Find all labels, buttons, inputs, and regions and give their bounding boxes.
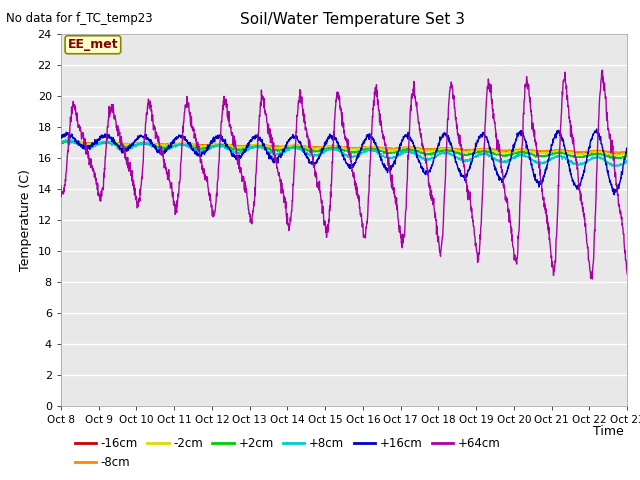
Legend: -16cm, -8cm, -2cm, +2cm, +8cm, +16cm, +64cm: -16cm, -8cm, -2cm, +2cm, +8cm, +16cm, +6… [70, 433, 505, 474]
Text: Soil/Water Temperature Set 3: Soil/Water Temperature Set 3 [239, 12, 465, 27]
Text: Time: Time [593, 425, 624, 438]
Text: No data for f_TC_temp23: No data for f_TC_temp23 [6, 12, 153, 25]
Y-axis label: Temperature (C): Temperature (C) [19, 168, 32, 271]
Text: EE_met: EE_met [68, 38, 118, 51]
